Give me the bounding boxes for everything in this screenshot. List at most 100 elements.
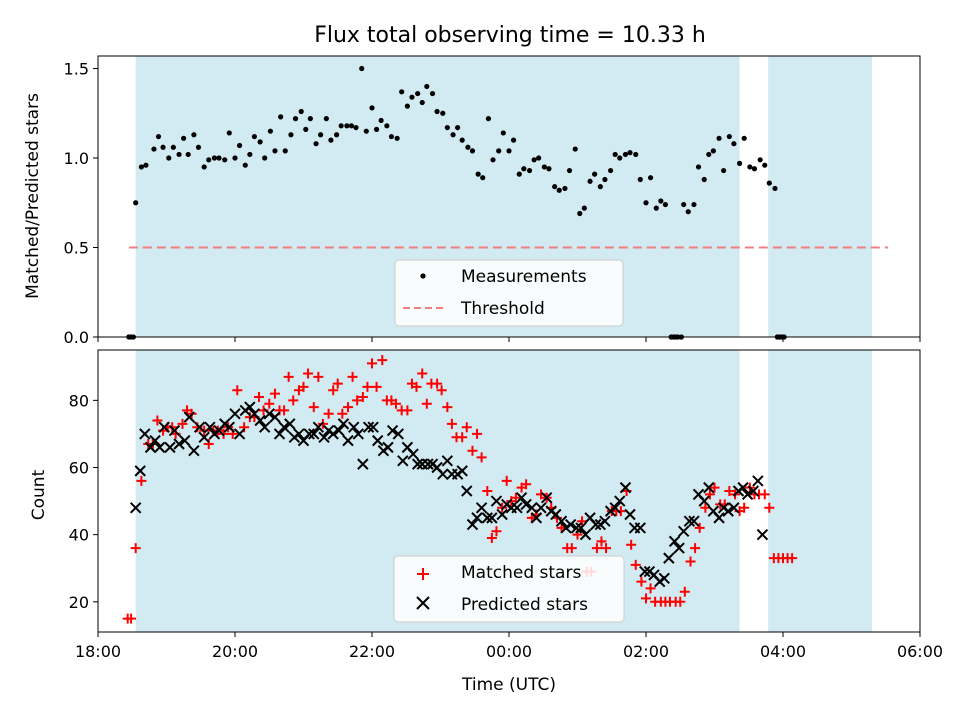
predicted-star-point	[703, 481, 715, 494]
matched-star-point	[630, 559, 641, 570]
measurement-point	[572, 146, 578, 152]
matched-star-point	[337, 408, 348, 419]
measurement-point	[762, 162, 768, 168]
predicted-star-point	[511, 502, 523, 514]
matched-star-point	[482, 486, 493, 496]
matched-star-point	[442, 402, 453, 413]
predicted-star-point	[233, 428, 246, 440]
predicted-star-point	[348, 421, 360, 433]
measurement-point	[267, 128, 273, 134]
predicted-star-point	[198, 431, 210, 443]
measurement-point	[394, 135, 400, 141]
matched-star-point	[739, 502, 750, 513]
measurement-point	[592, 171, 598, 177]
top-legend-box	[394, 259, 624, 327]
predicted-star-point	[269, 411, 281, 423]
measurement-point	[222, 157, 228, 163]
matched-star-point	[486, 533, 497, 543]
predicted-star-point	[254, 414, 266, 427]
measurement-point	[348, 123, 355, 129]
y-tick-label: 1.0	[64, 149, 89, 168]
measurement-point	[608, 167, 614, 174]
legend-threshold-label: Threshold	[460, 299, 545, 319]
predicted-star-point	[496, 508, 508, 521]
measurement-point	[633, 151, 639, 158]
x-tick-label: 18:00	[75, 642, 121, 661]
measurement-point	[500, 130, 506, 136]
matched-star-point	[694, 522, 705, 533]
predicted-star-point	[639, 565, 651, 578]
measurement-point	[378, 117, 384, 124]
measurement-point	[160, 144, 166, 150]
measurement-point	[201, 164, 207, 170]
predicted-star-point	[153, 441, 166, 454]
measurement-point	[726, 133, 732, 140]
matched-star-point	[457, 432, 468, 443]
bottom-legend: Matched stars Predicted stars	[393, 555, 625, 623]
measurement-point	[627, 150, 633, 156]
measurement-point	[247, 151, 253, 158]
predicted-star-point	[441, 455, 454, 467]
measurement-point	[272, 148, 278, 154]
measurement-point	[415, 90, 421, 97]
measurement-point	[369, 105, 375, 111]
measurement-point	[191, 132, 197, 138]
x-tick-label: 22:00	[349, 642, 395, 661]
matched-star-point	[371, 381, 382, 392]
measurement-point	[757, 157, 763, 163]
predicted-star-point	[461, 485, 473, 497]
observing-windows	[135, 350, 873, 632]
predicted-star-point	[619, 481, 632, 494]
predicted-star-point	[362, 421, 375, 433]
matched-star-point	[130, 543, 141, 554]
y-tick-label: 0.0	[64, 328, 89, 347]
measurement-point	[318, 132, 324, 138]
matched-star-point	[298, 381, 309, 392]
predicted-star-point	[337, 418, 350, 430]
measurement-point	[653, 205, 659, 211]
matched-star-point	[675, 596, 686, 607]
predicted-star-point	[357, 458, 369, 470]
predicted-star-point	[293, 428, 305, 440]
measurement-point	[384, 123, 390, 129]
measurement-point	[409, 94, 415, 100]
top-x-ticks	[97, 337, 921, 342]
predicted-star-point	[278, 421, 290, 433]
predicted-star-point	[756, 528, 769, 541]
top-y-axis-label: Matched/Predicted stars	[23, 93, 43, 299]
chart-title: Flux total observing time = 10.33 h	[314, 23, 706, 48]
matched-star-point	[601, 543, 612, 554]
predicted-star-point	[698, 495, 710, 507]
matched-star-point	[491, 526, 502, 537]
matched-star-point	[362, 381, 373, 392]
measurement-point	[637, 176, 643, 183]
measurement-point	[587, 178, 593, 184]
measurement-point	[353, 124, 359, 131]
predicted-star-point	[303, 428, 315, 440]
x-tick-label: 04:00	[760, 642, 806, 661]
measurement-point	[236, 142, 243, 149]
matched-star-point	[352, 395, 363, 406]
top-y-ticks: 0.0 0.5 1.0 1.5	[64, 60, 98, 347]
y-tick-label: 40	[69, 526, 89, 545]
matched-star-point	[521, 479, 532, 490]
measurement-point	[444, 124, 450, 131]
measurement-point	[475, 171, 481, 177]
predicted-star-point	[683, 515, 696, 527]
predicted-star-point	[475, 502, 488, 514]
measurement-point	[510, 137, 517, 143]
matched-star-point	[357, 392, 368, 402]
measurement-point	[716, 135, 722, 141]
measurement-point	[138, 164, 144, 170]
predicted-star-point	[139, 428, 151, 440]
measurement-point	[658, 198, 664, 204]
matched-star-point	[759, 489, 770, 500]
measurement-point	[373, 126, 380, 132]
y-tick-label: 60	[69, 459, 89, 478]
measurement-point	[307, 116, 313, 122]
predicted-star-point	[590, 518, 602, 531]
y-tick-label: 0.5	[64, 239, 89, 258]
matched-legend-marker	[417, 568, 429, 580]
predicted-star-point	[741, 488, 754, 501]
